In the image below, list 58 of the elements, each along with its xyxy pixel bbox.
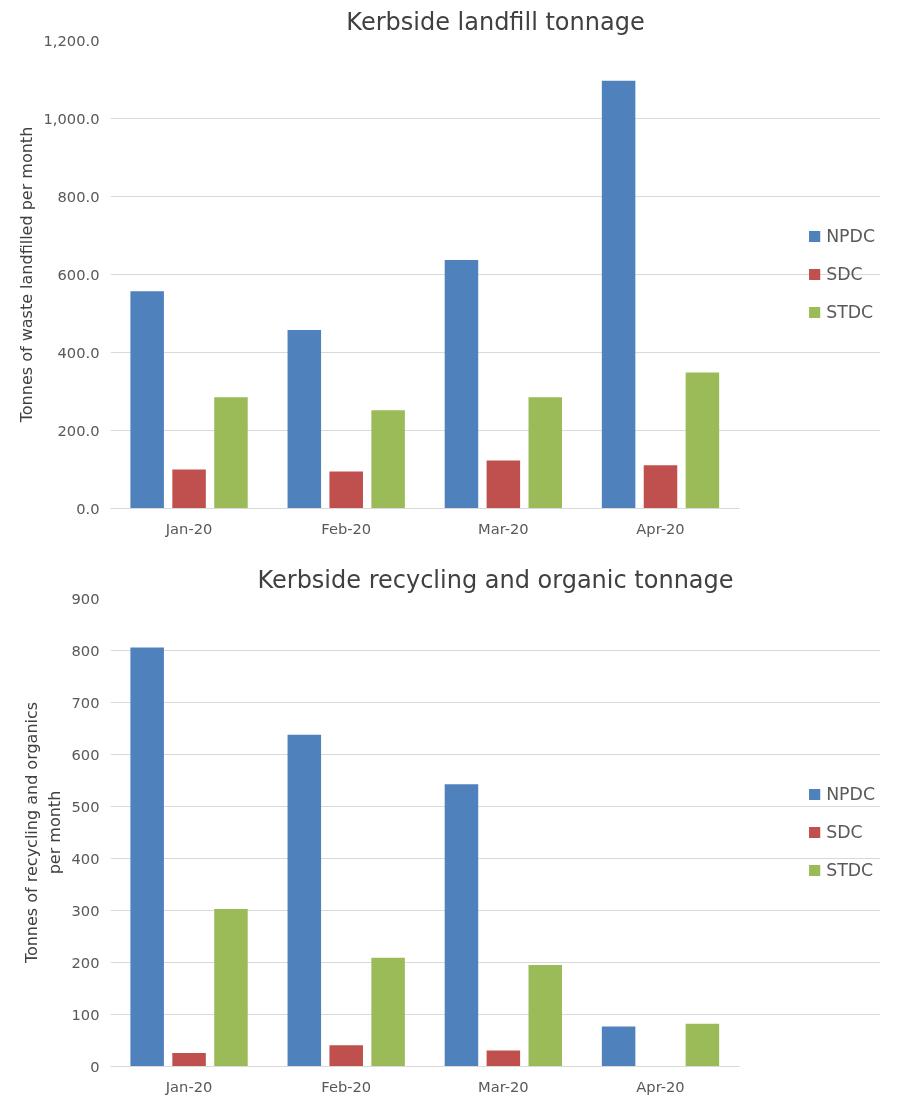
x-tick-label: Feb-20 [321, 519, 372, 537]
bar [329, 1045, 363, 1067]
y-tick-label: 900 [71, 589, 100, 607]
x-tick-label: Jan-20 [164, 1077, 213, 1095]
y-tick-label: 700 [71, 693, 100, 711]
y-tick-label: 0.0 [76, 499, 100, 517]
legend-label: NPDC [826, 226, 875, 246]
bar [643, 465, 678, 509]
bar [130, 647, 164, 1067]
y-tick-label: 800 [71, 641, 100, 659]
bar [172, 469, 206, 509]
y-tick-label: 400.0 [57, 343, 100, 361]
y-tick-label: 400 [71, 849, 100, 867]
y-tick-label: 200.0 [57, 421, 100, 439]
bar [329, 471, 363, 509]
chart-title: Kerbside landfill tonnage [346, 7, 645, 36]
y-tick-label: 100 [71, 1005, 100, 1023]
bar [130, 291, 164, 509]
y-axis-title: Tonnes of recycling and organics per month [21, 701, 64, 965]
y-tick-label: 500 [71, 797, 100, 815]
bar [287, 734, 322, 1067]
legend-label: SDC [826, 822, 863, 842]
bar [371, 957, 405, 1067]
y-tick-label: 1,000.0 [43, 109, 100, 127]
legend-label: STDC [826, 860, 874, 880]
y-axis-title: Tonnes of waste landfilled per month [16, 126, 36, 424]
y-tick-label: 200 [71, 953, 100, 971]
bar [486, 1050, 521, 1067]
x-tick-label: Mar-20 [478, 1077, 529, 1095]
legend-label: SDC [826, 264, 863, 284]
chart-title: Kerbside recycling and organic tonnage [257, 565, 734, 594]
x-tick-label: Feb-20 [321, 1077, 372, 1095]
x-tick-label: Mar-20 [478, 519, 529, 537]
y-tick-label: 300 [71, 901, 100, 919]
bar [444, 260, 479, 509]
bar [528, 965, 563, 1067]
bar [172, 1052, 206, 1067]
bar [486, 460, 521, 509]
bar [528, 397, 563, 509]
bar [601, 1026, 636, 1067]
y-tick-label: 800.0 [57, 187, 100, 205]
bar [685, 1023, 720, 1067]
y-tick-label: 600.0 [57, 265, 100, 283]
legend-label: STDC [826, 302, 874, 322]
x-tick-label: Jan-20 [164, 519, 213, 537]
y-tick-label: 600 [71, 745, 100, 763]
bar [685, 372, 720, 509]
bar [214, 397, 248, 509]
bar [444, 784, 479, 1067]
bar [601, 80, 636, 509]
x-tick-label: Apr-20 [636, 519, 685, 537]
y-tick-label: 0 [90, 1057, 100, 1075]
bar [287, 329, 322, 509]
x-tick-label: Apr-20 [636, 1077, 685, 1095]
y-tick-label: 1,200.0 [43, 31, 100, 49]
bar [371, 410, 405, 509]
legend-label: NPDC [826, 784, 875, 804]
bar [214, 908, 248, 1067]
